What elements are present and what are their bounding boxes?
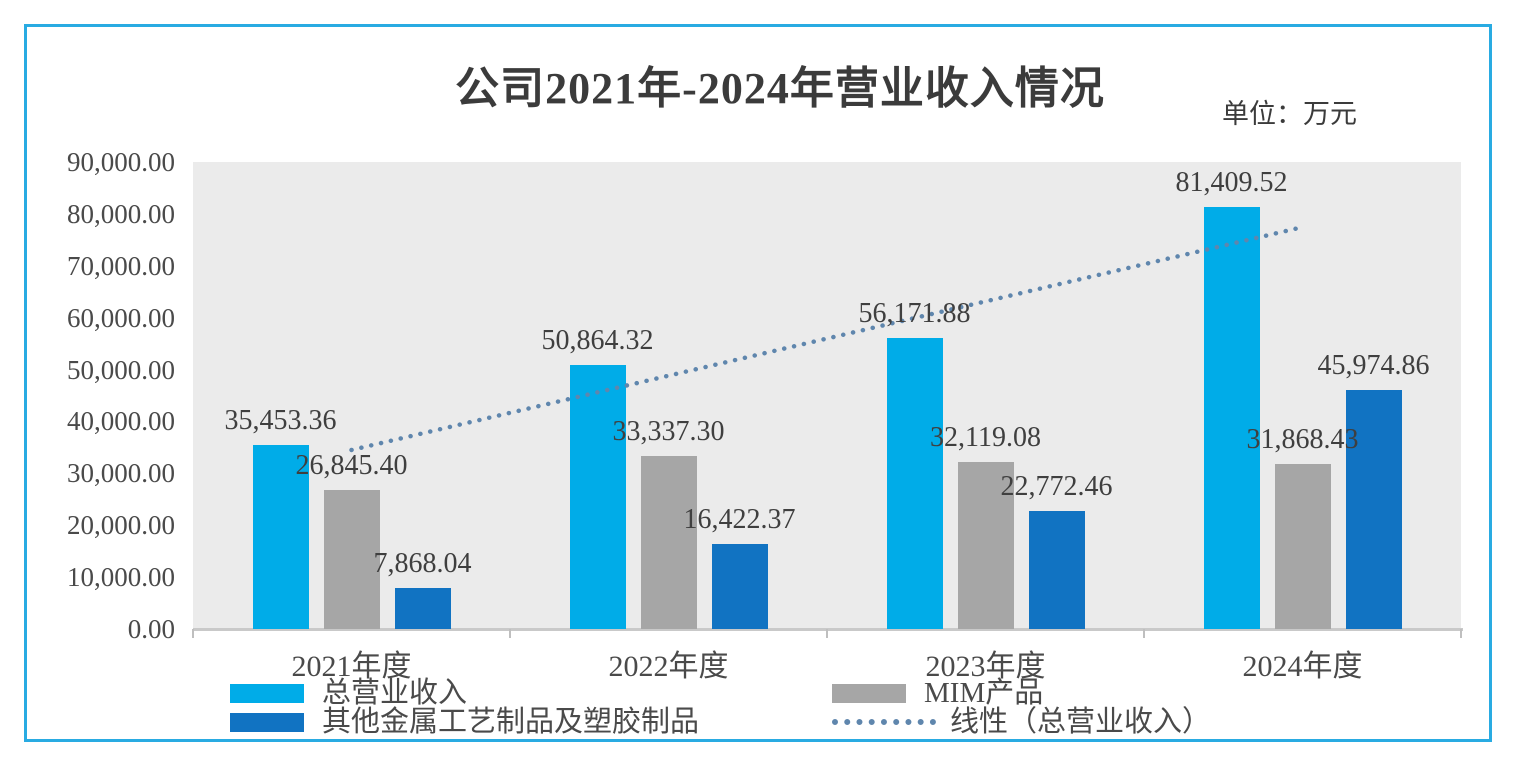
legend-column: 总营业收入 其他金属工艺制品及塑胶制品 [230,676,700,738]
bar-value-label: 56,171.88 [858,297,971,329]
series-legend-swatch [230,683,304,703]
legend-label: 线性（总营业收入） [950,705,1212,738]
y-axis-tick-label: 0.00 [127,614,175,644]
y-axis-tick-label: 50,000.00 [67,354,175,385]
x-axis-tick-label: 2023年度 [925,650,1046,683]
legend-item: MIM产品 [832,676,1211,709]
bar [1274,463,1331,629]
legend-label: MIM产品 [924,676,1044,709]
bar [569,365,626,629]
legend-label: 总营业收入 [322,676,468,709]
legend-label: 其他金属工艺制品及塑胶制品 [322,705,700,738]
bar-value-label: 31,868.43 [1246,423,1359,455]
bar-value-label: 81,409.52 [1175,166,1288,198]
x-axis-tick-label: 2021年度 [291,650,412,683]
bar-value-label: 7,868.04 [373,548,472,580]
x-axis-tick-mark [509,629,511,638]
bar-value-label: 35,453.36 [224,405,337,437]
legend-item: 总营业收入 [230,676,699,709]
bar [1203,206,1260,629]
y-axis-tick-label: 60,000.00 [67,302,175,333]
y-axis-tick-label: 30,000.00 [67,458,175,489]
x-axis-tick-mark [1143,629,1145,638]
x-axis-tick-mark [1460,629,1462,638]
chart-frame [24,24,1492,742]
y-axis-tick-label: 80,000.00 [67,198,175,229]
x-axis-tick-label: 2024年度 [1242,650,1363,683]
x-axis-tick-label: 2022年度 [608,650,729,683]
bar [394,588,451,629]
chart-title: 公司2021年-2024年营业收入情况 [455,64,1105,113]
trendline-legend-swatch [832,719,936,725]
bar [323,489,380,629]
y-axis-tick-label: 40,000.00 [67,406,175,437]
bar-value-label: 32,119.08 [930,422,1041,454]
bar [1345,390,1402,629]
legend-item: 其他金属工艺制品及塑胶制品 [230,705,700,738]
bar-value-label: 16,422.37 [683,503,796,535]
bar [252,445,309,629]
unit-label: 单位：万元 [1222,99,1357,129]
bar-value-label: 45,974.86 [1317,350,1430,382]
bar [957,462,1014,629]
bar-value-label: 33,337.30 [612,416,725,448]
bar [886,337,943,629]
legend-column: MIM产品 线性（总营业收入） [832,676,1212,738]
bar-value-label: 22,772.46 [1000,470,1113,502]
bar-value-label: 26,845.40 [295,449,408,481]
x-axis-tick-mark [826,629,828,638]
bar [1028,510,1085,629]
x-axis-tick-mark [192,629,194,638]
x-axis-line [193,628,1463,631]
y-axis-tick-label: 70,000.00 [67,250,175,281]
legend-item: 线性（总营业收入） [832,705,1212,738]
y-axis-tick-label: 10,000.00 [67,562,175,593]
bar-value-label: 50,864.32 [541,325,654,357]
bar [711,543,768,629]
y-axis-tick-label: 90,000.00 [67,147,175,177]
bar [640,456,697,629]
series-legend-swatch [832,683,906,703]
y-axis-tick-label: 20,000.00 [67,510,175,541]
series-legend-swatch [230,712,304,732]
